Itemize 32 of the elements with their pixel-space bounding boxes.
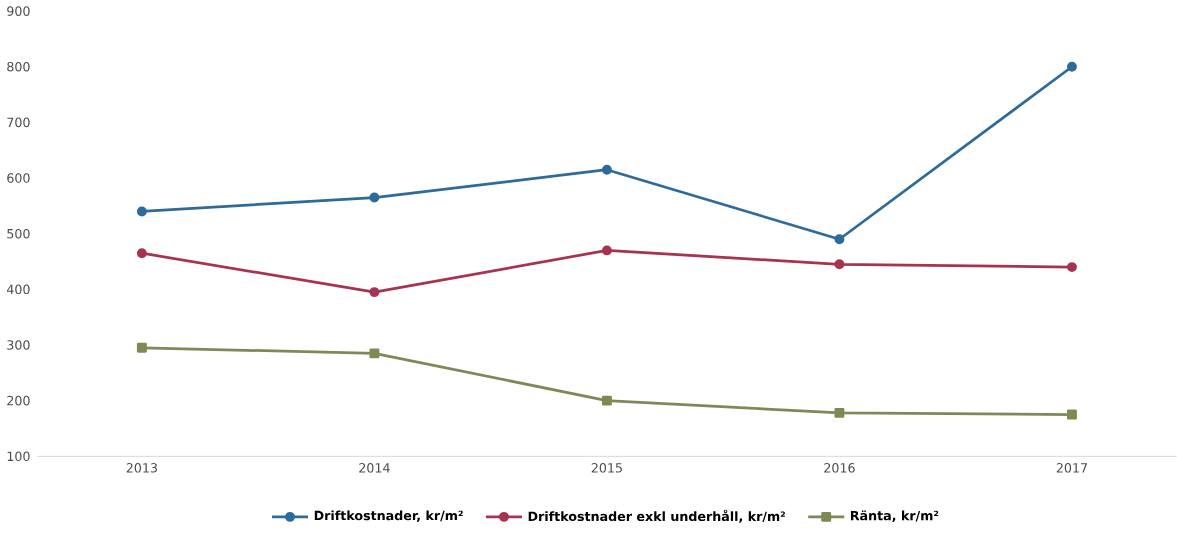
- y-tick-label: 600: [7, 173, 30, 184]
- point: [1066, 409, 1077, 420]
- point: [136, 206, 147, 217]
- y-tick-label: 500: [7, 229, 30, 239]
- x-tick-label: 2017: [1056, 463, 1087, 473]
- point: [1066, 262, 1077, 273]
- legend-label: Driftkostnader, kr/m²: [314, 510, 463, 523]
- point: [369, 287, 380, 298]
- x-tick-label: 2013: [126, 463, 157, 473]
- legend-label: Ränta, kr/m²: [850, 510, 939, 523]
- point: [136, 343, 147, 353]
- point: [834, 408, 845, 419]
- x-tick-label: 2015: [591, 463, 622, 473]
- point: [369, 348, 380, 359]
- point: [369, 192, 380, 203]
- y-tick-label: 200: [7, 396, 30, 406]
- point: [1066, 62, 1077, 72]
- point: [834, 234, 845, 245]
- point: [601, 245, 612, 256]
- point: [834, 259, 845, 270]
- y-tick-label: 900: [7, 6, 30, 17]
- legend-label: Driftkostnader exkl underhåll, kr/m²: [528, 509, 786, 523]
- y-tick-label: 300: [7, 340, 30, 350]
- point: [601, 164, 612, 175]
- x-tick-label: 2016: [824, 463, 855, 473]
- y-tick-label: 400: [6, 284, 30, 295]
- y-tick-label: 100: [7, 451, 30, 462]
- y-tick-label: 800: [7, 62, 30, 72]
- x-tick-label: 2014: [359, 463, 390, 473]
- point: [136, 248, 147, 259]
- point: [601, 395, 612, 406]
- y-tick-label: 700: [7, 117, 30, 128]
